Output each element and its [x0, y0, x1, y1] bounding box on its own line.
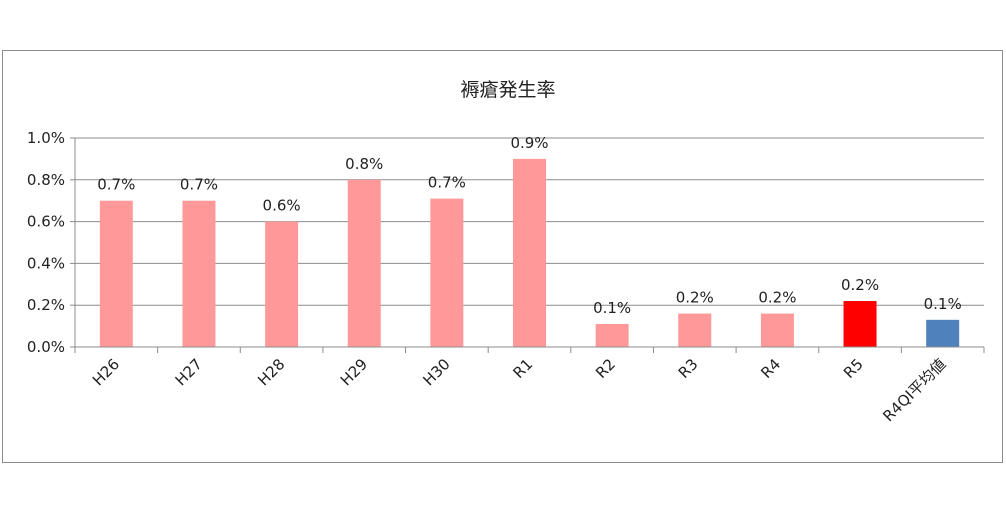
y-tick-label: 0.0%: [27, 338, 65, 356]
bar-H26: [99, 200, 133, 347]
bar-H30: [430, 198, 464, 347]
bar-R4: [760, 313, 794, 347]
x-tick-label: H28: [254, 355, 288, 389]
x-tick-label: R4QI平均値: [879, 355, 949, 425]
bar-H28: [265, 221, 299, 347]
x-tick-label: R1: [509, 355, 536, 382]
data-label: 0.2%: [676, 289, 714, 307]
bar-R3: [678, 313, 712, 347]
data-label: 0.7%: [97, 176, 135, 194]
x-tick-label: R2: [592, 355, 619, 382]
x-tick-label: H27: [172, 355, 206, 389]
bar-H27: [182, 200, 216, 347]
x-tick-label: H29: [337, 355, 371, 389]
x-tick-label: H30: [419, 355, 453, 389]
bar-R5: [843, 301, 877, 347]
x-tick-label: R3: [675, 355, 702, 382]
chart-title: 褥瘡発生率: [460, 79, 555, 101]
x-tick-label: R4: [757, 355, 784, 382]
y-tick-label: 0.8%: [27, 171, 65, 189]
bar-R1: [513, 158, 546, 347]
bar-R2: [595, 324, 629, 347]
data-label: 0.9%: [510, 134, 548, 152]
data-label: 0.2%: [758, 289, 796, 307]
chart-area: 褥瘡発生率 0.0% 0.2% 0.4% 0.6% 0.8% 1.0% 0.7% H26 0.…: [2, 50, 1003, 463]
data-label: 0.1%: [593, 299, 631, 317]
y-tick-label: 0.6%: [27, 213, 65, 231]
data-label: 0.7%: [180, 176, 218, 194]
bar-chart: 褥瘡発生率 0.0% 0.2% 0.4% 0.6% 0.8% 1.0% 0.7% H26 0.…: [27, 79, 985, 425]
bar-H29: [347, 179, 381, 347]
data-label: 0.1%: [924, 295, 962, 313]
y-tick-label: 0.4%: [27, 254, 65, 272]
bar-R4QI平均値: [926, 319, 960, 347]
data-label: 0.6%: [263, 197, 301, 215]
y-tick-label: 0.2%: [27, 296, 65, 314]
data-label: 0.2%: [841, 276, 879, 294]
data-label: 0.8%: [345, 155, 383, 173]
data-label: 0.7%: [428, 174, 466, 192]
x-tick-label: H26: [89, 355, 123, 389]
x-tick-label: R5: [840, 355, 867, 382]
y-tick-label: 1.0%: [27, 129, 65, 147]
